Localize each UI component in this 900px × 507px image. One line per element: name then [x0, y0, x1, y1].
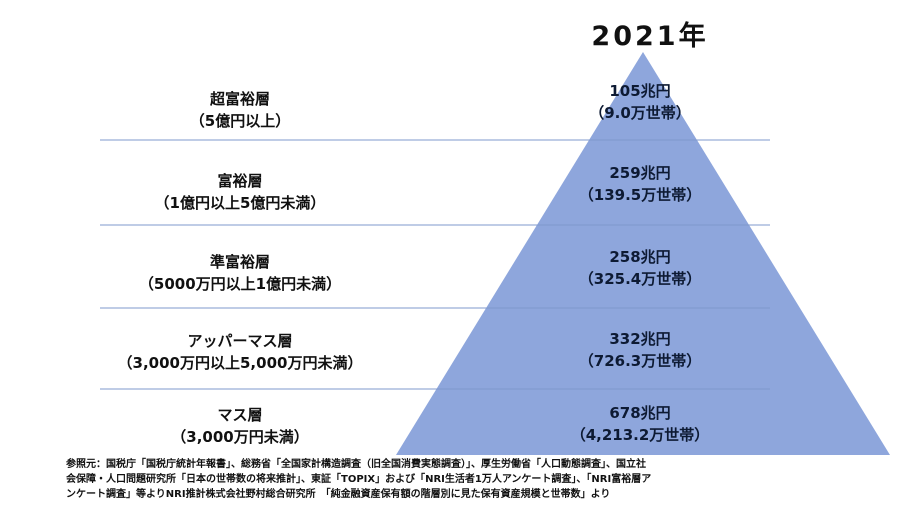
tier-households: （4,213.2万世帯）: [570, 426, 710, 444]
tier-value-semi-wealthy: 258兆円 （325.4万世帯）: [540, 246, 740, 290]
tier-range: （5億円以上）: [189, 112, 291, 130]
tier-label-semi-wealthy: 準富裕層 （5000万円以上1億円未満）: [60, 251, 420, 295]
tier-label-upper-mass: アッパーマス層 （3,000万円以上5,000万円未満）: [60, 330, 420, 374]
tier-households: （9.0万世帯）: [589, 104, 691, 122]
tier-range: （5000万円以上1億円未満）: [138, 275, 342, 293]
tier-name: アッパーマス層: [187, 332, 293, 350]
tier-label-ultra-wealthy: 超富裕層 （5億円以上）: [60, 88, 420, 132]
tier-value-wealthy: 259兆円 （139.5万世帯）: [540, 162, 740, 206]
tier-households: （325.4万世帯）: [578, 270, 702, 288]
source-note: 参照元：国税庁「国税庁統計年報書」、総務省「全国家計構造調査（旧全国消費実態調査…: [66, 457, 886, 502]
tier-name: マス層: [217, 406, 263, 424]
tier-assets: 105兆円: [609, 82, 671, 100]
source-line: 会保障・人口問題研究所「日本の世帯数の将来推計」、東証「TOPIX」および「NR…: [66, 474, 652, 485]
tier-households: （139.5万世帯）: [578, 186, 702, 204]
source-line: ンケート調査」等よりNRI推計株式会社野村総合研究所 「純金融資産保有額の階層別…: [66, 489, 611, 500]
tier-value-mass: 678兆円 （4,213.2万世帯）: [540, 402, 740, 446]
tier-range: （3,000万円未満）: [171, 428, 309, 446]
tier-households: （726.3万世帯）: [578, 352, 702, 370]
tier-assets: 258兆円: [609, 248, 671, 266]
source-line: 参照元：国税庁「国税庁統計年報書」、総務省「全国家計構造調査（旧全国消費実態調査…: [66, 459, 646, 470]
pyramid-shape: [396, 52, 890, 455]
tier-assets: 259兆円: [609, 164, 671, 182]
tier-label-mass: マス層 （3,000万円未満）: [60, 404, 420, 448]
tier-assets: 332兆円: [609, 330, 671, 348]
tier-label-wealthy: 富裕層 （1億円以上5億円未満）: [60, 170, 420, 214]
year-title: 2021年: [591, 21, 709, 52]
tier-value-upper-mass: 332兆円 （726.3万世帯）: [540, 328, 740, 372]
tier-name: 準富裕層: [209, 253, 270, 271]
tier-name: 超富裕層: [209, 90, 270, 108]
tier-name: 富裕層: [217, 172, 263, 190]
tier-range: （3,000万円以上5,000万円未満）: [117, 354, 363, 372]
tier-value-ultra-wealthy: 105兆円 （9.0万世帯）: [540, 80, 740, 124]
tier-range: （1億円以上5億円未満）: [154, 194, 326, 212]
tier-assets: 678兆円: [609, 404, 671, 422]
